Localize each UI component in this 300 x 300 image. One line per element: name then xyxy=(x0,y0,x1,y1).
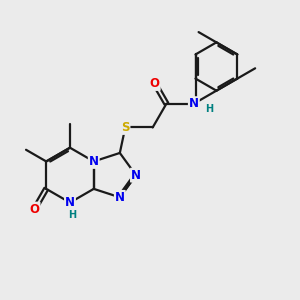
Text: O: O xyxy=(30,202,40,216)
Text: S: S xyxy=(121,121,130,134)
Text: N: N xyxy=(65,196,75,209)
Text: N: N xyxy=(115,191,125,204)
Text: N: N xyxy=(189,97,199,110)
Text: N: N xyxy=(131,169,141,182)
Text: O: O xyxy=(150,77,160,90)
Text: H: H xyxy=(68,210,76,220)
Text: N: N xyxy=(89,155,99,168)
Text: H: H xyxy=(205,104,213,114)
